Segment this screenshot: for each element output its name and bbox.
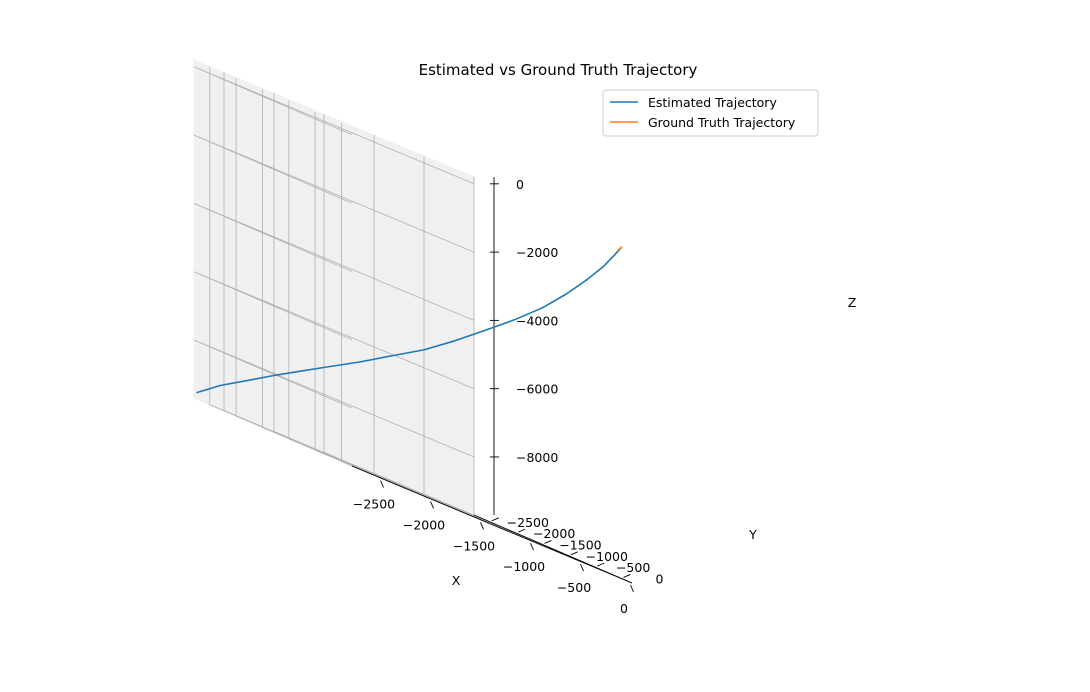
z-gridline — [193, 339, 475, 458]
chart-title: Estimated vs Ground Truth Trajectory — [419, 61, 698, 79]
y-axis-line — [473, 514, 633, 584]
z-axis-label: Z — [848, 295, 857, 310]
y-tick-label: −2500 — [507, 515, 549, 530]
x-tick — [630, 584, 634, 593]
x-tick — [480, 522, 484, 530]
x-tick — [430, 501, 434, 509]
x-tick-label: −1500 — [453, 538, 495, 553]
x-tick — [580, 563, 584, 572]
x-tick-label: −2000 — [403, 517, 445, 532]
z-gridline — [193, 203, 475, 321]
y-tick-label: −2000 — [533, 526, 575, 541]
y-tick — [596, 562, 605, 567]
y-tick-label: −500 — [616, 560, 650, 575]
legend-frame — [602, 89, 819, 137]
x-tick — [380, 480, 384, 488]
x-axis-line — [351, 465, 633, 584]
x-axis-label: X — [452, 573, 461, 588]
axis-ticks: −2500−2000−1500−1000−5000−2500−2000−1500… — [353, 177, 664, 616]
z-gridline — [193, 134, 475, 253]
y-tick-label: 0 — [655, 571, 663, 586]
y-tick — [570, 551, 578, 556]
estimated-trajectory-line — [196, 246, 623, 394]
x-tick — [530, 543, 534, 551]
x-tick-label: 0 — [620, 601, 628, 616]
x-tick-label: −1000 — [503, 559, 545, 574]
axis-lines — [351, 177, 633, 584]
z-tick-label: −2000 — [516, 245, 558, 260]
y-tick-label: −1000 — [586, 549, 628, 564]
z-tick-label: 0 — [516, 177, 524, 192]
y-tick — [544, 540, 552, 544]
legend: Estimated Trajectory Ground Truth Trajec… — [602, 89, 819, 137]
legend-label-estimated: Estimated Trajectory — [648, 95, 777, 110]
z-tick-label: −6000 — [516, 382, 558, 397]
x-tick-label: −2500 — [353, 497, 395, 512]
y-tick — [623, 574, 631, 578]
y-axis-label: Y — [748, 527, 757, 542]
y-tick — [491, 517, 499, 522]
y-tick-label: −1500 — [559, 537, 601, 552]
series-layer — [196, 246, 623, 394]
ground-truth-trajectory-line — [617, 246, 623, 251]
y-tick — [517, 528, 526, 533]
x-gridline — [473, 177, 633, 584]
z-tick-label: −8000 — [516, 450, 558, 465]
z-tick-label: −4000 — [516, 313, 558, 328]
z-gridline — [193, 271, 475, 390]
z-gridline — [193, 66, 475, 185]
legend-label-ground-truth: Ground Truth Trajectory — [648, 115, 796, 130]
axis-panes — [193, 59, 633, 584]
x-tick-label: −500 — [557, 580, 591, 595]
